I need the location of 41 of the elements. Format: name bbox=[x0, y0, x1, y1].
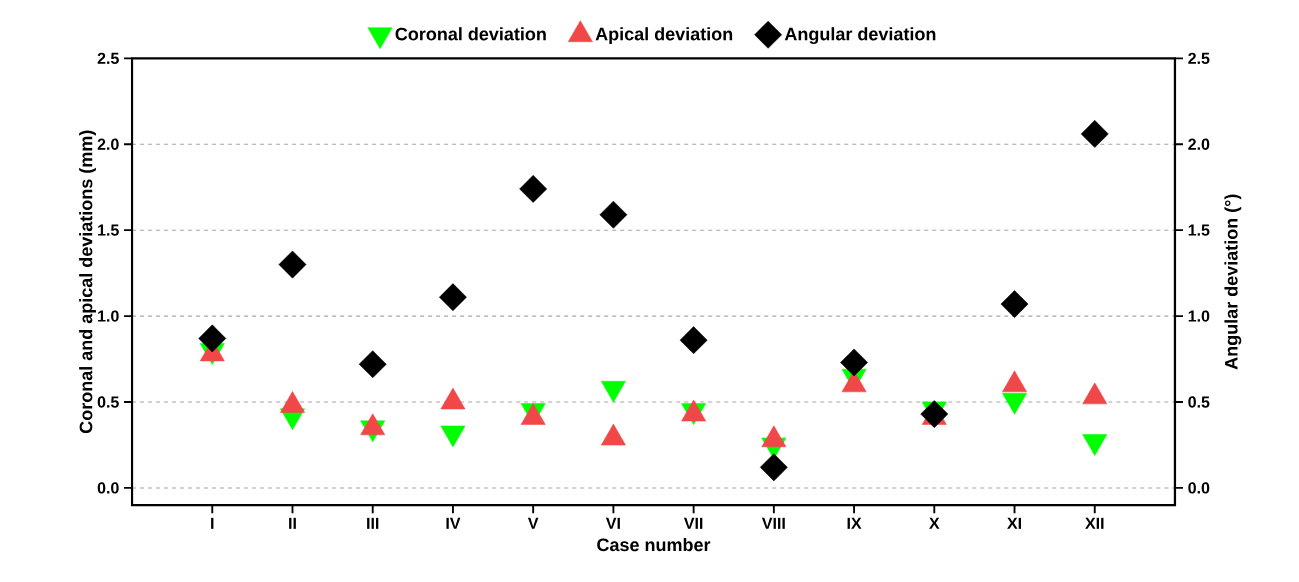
x-tick-label: IX bbox=[847, 517, 862, 529]
legend-label: Apical deviation bbox=[595, 27, 733, 44]
point bbox=[599, 200, 628, 229]
point bbox=[358, 350, 387, 378]
point bbox=[840, 348, 868, 377]
point bbox=[1000, 290, 1029, 318]
x-axis-title: Case number bbox=[597, 537, 711, 552]
y-tick-label: 1.5 bbox=[98, 224, 119, 236]
x-tick-label: IV bbox=[446, 517, 461, 529]
point bbox=[1080, 120, 1109, 148]
y-tick-label: 2.0 bbox=[97, 138, 119, 150]
x-tick-label: XI bbox=[1007, 517, 1021, 529]
x-tick-label: V bbox=[527, 517, 539, 529]
x-tick-label: VIII bbox=[761, 517, 785, 529]
point bbox=[679, 326, 708, 354]
x-tick-label: VI bbox=[605, 517, 620, 529]
point bbox=[198, 324, 227, 353]
legend-label: Angular deviation bbox=[784, 27, 936, 44]
point bbox=[760, 453, 788, 482]
y-tick-label: 0.5 bbox=[97, 396, 119, 408]
x-tick-label: I bbox=[211, 517, 214, 529]
x-tick-label: II bbox=[289, 517, 296, 529]
y2-tick-label: 2.0 bbox=[1188, 138, 1210, 150]
y-axis-title: Coronal and apical deviations (mm) bbox=[79, 130, 96, 434]
y-tick-label: 1.0 bbox=[98, 310, 119, 322]
y2-tick-label: 2.5 bbox=[1188, 52, 1210, 64]
x-tick-label: VII bbox=[683, 517, 703, 529]
y2-tick-label: 0.0 bbox=[1188, 482, 1210, 494]
point bbox=[278, 250, 307, 279]
legend-label: Coronal deviation bbox=[395, 27, 546, 41]
y2-axis-title: Angular deviation (°) bbox=[1224, 194, 1242, 370]
y-tick-label: 2.5 bbox=[97, 52, 119, 64]
point bbox=[439, 283, 467, 311]
y2-tick-label: 1.5 bbox=[1188, 224, 1210, 236]
x-tick-label: III bbox=[367, 517, 379, 529]
y-tick-label: 0.0 bbox=[97, 482, 119, 494]
point bbox=[519, 175, 548, 203]
x-tick-label: X bbox=[929, 517, 940, 529]
y2-tick-label: 0.5 bbox=[1188, 396, 1210, 408]
y2-tick-label: 1.0 bbox=[1188, 310, 1210, 322]
x-tick-label: XII bbox=[1085, 517, 1104, 529]
